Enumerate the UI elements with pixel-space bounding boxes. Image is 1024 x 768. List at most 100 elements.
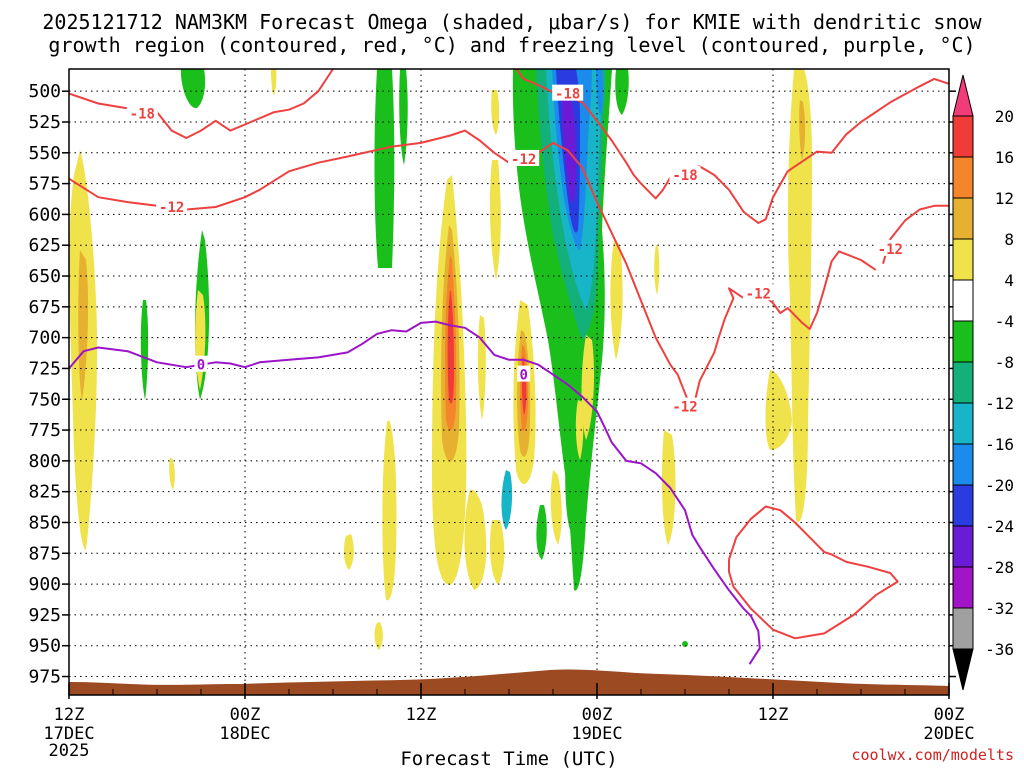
colorbar-label: -8: [995, 353, 1014, 372]
colorbar-swatch: [952, 525, 974, 568]
omega-region: [654, 245, 660, 295]
y-tick-label: 925: [28, 605, 61, 626]
colorbar-swatch: [952, 115, 974, 158]
credit-text: coolwx.com/modelts: [851, 746, 1014, 764]
x-tick-label: 00Z: [934, 705, 965, 725]
y-tick-label: 975: [28, 667, 61, 688]
y-tick-label: 550: [28, 143, 61, 164]
contour-line: [515, 68, 950, 224]
x-tick-label: 00Z: [582, 705, 613, 725]
omega-region: [447, 290, 454, 404]
contour-line: [68, 320, 761, 665]
contour-label: 0: [197, 358, 205, 374]
colorbar-swatch: [952, 607, 974, 650]
omega-region: [271, 69, 277, 95]
y-tick-label: 700: [28, 328, 61, 349]
omega-region: [581, 335, 594, 440]
x-tick-date: 17DEC: [43, 724, 94, 744]
colorbar-swatch: [952, 197, 974, 240]
x-tick-date: 18DEC: [219, 724, 270, 744]
contour-label: -18: [130, 106, 155, 122]
omega-region: [180, 69, 206, 109]
contour-label-bg: [126, 104, 158, 121]
omega-region: [596, 69, 604, 115]
x-tick-label: 12Z: [406, 705, 437, 725]
contour-label-bg: [874, 239, 906, 256]
omega-region: [799, 100, 806, 160]
y-tick-label: 600: [28, 204, 61, 225]
x-tick-date: 19DEC: [571, 724, 622, 744]
colorbar-swatch: [952, 648, 974, 691]
contour-label: -18: [555, 87, 580, 103]
colorbar-swatch: [952, 484, 974, 527]
y-tick-label: 625: [28, 235, 61, 256]
colorbar-label: 8: [1004, 230, 1014, 249]
y-axis-ticks: 500 525 550 575 600 625 650 675 700 725 750 775 800 8…: [28, 81, 956, 688]
colorbar-label: -24: [985, 517, 1014, 536]
omega-region: [787, 69, 812, 522]
omega-region: [565, 420, 578, 530]
contour-label-bg: [742, 284, 774, 301]
colorbar-label: -36: [985, 640, 1014, 659]
contour-label: -12: [878, 242, 903, 258]
contour-label: 0: [519, 368, 527, 384]
colorbar-swatch: [952, 320, 974, 363]
omega-region: [382, 420, 397, 601]
contour-label: -18: [672, 168, 697, 184]
contour-label-bg: [669, 397, 701, 414]
omega-region: [343, 534, 354, 570]
omega-region: [374, 622, 383, 650]
omega-region: [575, 400, 584, 460]
contour-line: [68, 129, 877, 413]
colorbar-swatch: [952, 566, 974, 609]
y-tick-label: 750: [28, 389, 61, 410]
y-tick-label: 775: [28, 420, 61, 441]
contour-label: -12: [511, 152, 536, 168]
contour-label-bg: [156, 198, 188, 215]
omega-shading: [69, 69, 812, 650]
y-tick-label: 850: [28, 512, 61, 533]
x-tick-date: 20DEC: [923, 724, 974, 744]
contour-label-bg: [552, 84, 584, 101]
colorbar-label: 12: [995, 189, 1014, 208]
omega-region: [536, 505, 547, 560]
omega-region: [490, 520, 505, 585]
colorbar-label: -32: [985, 599, 1014, 618]
omega-region: [550, 470, 562, 545]
y-tick-label: 650: [28, 266, 61, 287]
y-tick-label: 825: [28, 482, 61, 503]
contour-label-bg: [517, 365, 531, 382]
colorbar-label: -4: [995, 312, 1014, 331]
contour-label-bg: [669, 165, 701, 182]
omega-region: [501, 470, 513, 530]
y-tick-label: 875: [28, 543, 61, 564]
colorbar-label: 4: [1004, 271, 1014, 290]
contour-label: -12: [159, 200, 184, 216]
colorbar-label: -28: [985, 558, 1014, 577]
y-tick-label: 725: [28, 358, 61, 379]
y-tick-label: 950: [28, 636, 61, 657]
omega-region: [464, 489, 487, 590]
colorbar-swatch: [952, 279, 974, 322]
colorbar-label: 16: [995, 148, 1014, 167]
contour-label: -12: [672, 400, 697, 416]
omega-region: [489, 160, 501, 280]
colorbar-swatch: [952, 74, 974, 117]
x-tick-label: 00Z: [230, 705, 261, 725]
colorbar-swatch: [952, 402, 974, 445]
y-tick-label: 800: [28, 451, 61, 472]
y-tick-label: 500: [28, 81, 61, 102]
colorbar-label: -20: [985, 476, 1014, 495]
colorbar-swatch: [952, 361, 974, 404]
colorbar-swatch: [952, 238, 974, 281]
x-tick-label: 12Z: [54, 705, 85, 725]
omega-region: [682, 641, 688, 647]
omega-region: [169, 458, 175, 490]
colorbar-swatch: [952, 443, 974, 486]
omega-region: [399, 69, 408, 165]
colorbar-swatch: [952, 156, 974, 199]
contour-label: -12: [746, 286, 771, 302]
contour-line: [728, 505, 899, 640]
